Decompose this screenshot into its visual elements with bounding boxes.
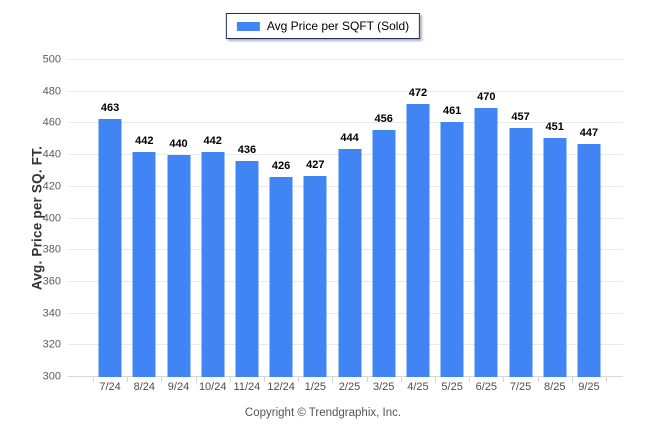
- bar-value-label: 451: [545, 120, 564, 133]
- y-tick-label: 400: [42, 212, 61, 224]
- bar-slot: 461 5/25: [435, 60, 469, 393]
- bar: [201, 151, 225, 377]
- bar-slot: 447 9/25: [572, 60, 606, 393]
- bar: [269, 177, 293, 377]
- bar-value-label: 442: [135, 134, 154, 147]
- x-axis-tick: [332, 377, 334, 382]
- bar: [98, 118, 122, 377]
- x-axis-tick: [195, 377, 197, 382]
- x-tick-label: 10/24: [198, 381, 227, 393]
- bar: [132, 151, 156, 377]
- bar-slot: 463 7/24: [93, 60, 127, 393]
- x-axis-tick: [93, 377, 94, 382]
- y-tick-label: 300: [42, 370, 61, 383]
- x-axis-tick: [469, 377, 471, 382]
- x-tick-label: 11/24: [233, 381, 261, 393]
- bar-slot: 440 9/24: [161, 60, 195, 393]
- x-axis-tick: [571, 377, 573, 382]
- bar-value-label: 472: [408, 87, 428, 100]
- x-tick-label: 12/24: [267, 381, 295, 393]
- x-axis-tick: [229, 377, 231, 382]
- bars-container: 463 7/24 442 8/24 440 9/24 442 10/24 436 11/24 426…: [93, 60, 607, 393]
- bar: [509, 128, 533, 377]
- bar: [577, 144, 601, 377]
- plot-area: 300 320 340 360 380 400 420 440 460 480 500 463 7/24…: [43, 54, 623, 393]
- bar-slot: 427 1/25: [298, 60, 332, 393]
- gridline: [68, 59, 623, 60]
- x-axis-tick: [503, 377, 505, 382]
- bar-value-label: 440: [169, 138, 188, 151]
- x-axis-tick: [366, 377, 368, 382]
- y-tick-label: 380: [42, 243, 61, 256]
- bar-slot: 426 12/24: [264, 60, 298, 393]
- bar-slot: 444 2/25: [332, 60, 366, 393]
- x-axis-tick: [264, 377, 265, 382]
- x-tick-label: 5/25: [441, 381, 463, 393]
- x-tick-label: 1/25: [304, 381, 327, 393]
- bar: [440, 121, 464, 377]
- bar: [543, 137, 567, 377]
- bar-value-label: 436: [237, 144, 257, 157]
- legend: Avg Price per SQFT (Sold): [225, 13, 421, 40]
- x-axis-tick: [400, 377, 402, 382]
- bar-value-label: 461: [442, 104, 462, 117]
- bar-slot: 456 3/25: [367, 60, 401, 393]
- x-tick-label: 9/24: [167, 381, 190, 393]
- x-tick-label: 7/25: [509, 381, 532, 393]
- bar-slot: 436 11/24: [230, 60, 264, 393]
- bar-value-label: 456: [374, 112, 393, 125]
- bar: [474, 107, 498, 377]
- bar-value-label: 426: [271, 160, 291, 173]
- x-tick-label: 8/25: [544, 381, 566, 393]
- y-tick-label: 480: [42, 85, 61, 98]
- bar-value-label: 470: [477, 90, 496, 103]
- bar-slot: 442 10/24: [196, 60, 230, 392]
- bar-value-label: 457: [511, 111, 530, 124]
- x-axis-tick: [435, 377, 436, 382]
- bar-value-label: 442: [203, 134, 222, 147]
- gridline: [68, 122, 623, 124]
- bar: [338, 148, 362, 377]
- bar-slot: 472 4/25: [401, 60, 435, 393]
- gridline: [68, 90, 623, 92]
- bar: [167, 155, 190, 377]
- x-tick-label: 6/25: [475, 381, 498, 393]
- bar-slot: 451 8/25: [538, 60, 572, 393]
- x-tick-label: 4/25: [407, 381, 429, 393]
- x-axis-tick: [161, 377, 163, 382]
- bar-value-label: 427: [306, 158, 325, 171]
- y-tick-label: 360: [42, 275, 61, 288]
- bar-slot: 442 8/24: [127, 60, 161, 393]
- bar: [235, 161, 259, 377]
- y-tick-label: 340: [42, 307, 61, 320]
- x-axis-tick: [298, 377, 300, 382]
- y-tick-label: 320: [42, 338, 61, 351]
- copyright-text: Copyright © Trendgraphix, Inc.: [244, 407, 402, 419]
- bar: [406, 104, 430, 377]
- x-tick-label: 2/25: [338, 381, 361, 393]
- bar-slot: 457 7/25: [503, 60, 537, 393]
- bar-value-label: 447: [579, 127, 599, 140]
- x-axis-tick: [127, 377, 129, 382]
- x-tick-label: 9/25: [578, 381, 600, 393]
- y-tick-label: 500: [42, 53, 61, 66]
- x-tick-label: 8/24: [133, 381, 156, 393]
- y-tick-label: 420: [42, 180, 61, 193]
- bar-slot: 470 6/25: [469, 60, 503, 393]
- x-tick-label: 3/25: [373, 381, 395, 393]
- x-axis-tick: [606, 377, 607, 382]
- legend-label: Avg Price per SQFT (Sold): [266, 19, 410, 33]
- x-tick-label: 7/24: [99, 381, 121, 393]
- bar-value-label: 444: [340, 131, 359, 144]
- x-axis-tick: [537, 377, 539, 382]
- bar: [372, 129, 396, 377]
- bar: [303, 175, 327, 377]
- y-tick-label: 460: [42, 116, 61, 129]
- bar-value-label: 463: [100, 101, 120, 114]
- legend-swatch-icon: [236, 21, 260, 31]
- y-tick-label: 440: [42, 148, 61, 161]
